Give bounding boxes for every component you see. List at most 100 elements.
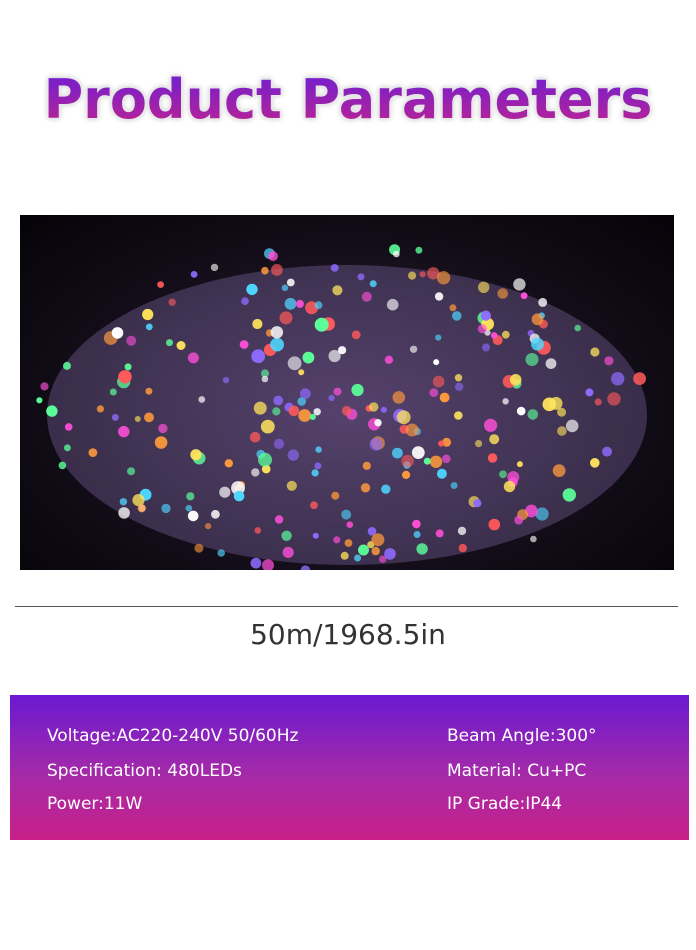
led-bulb: [332, 285, 343, 296]
led-bulb: [435, 529, 444, 538]
led-bulb: [369, 280, 377, 288]
led-bulb: [250, 557, 262, 569]
led-bulb: [367, 527, 377, 536]
led-bulb: [412, 519, 421, 529]
spec-panel: Voltage:AC220-240V 50/60Hz Specification…: [10, 695, 689, 840]
led-bulb: [436, 468, 447, 479]
page-title: Product Parameters: [0, 68, 696, 131]
led-bulb: [497, 288, 509, 299]
led-bulb: [381, 484, 391, 494]
led-bulb: [423, 457, 431, 465]
led-bulb: [118, 507, 130, 519]
led-bulb: [254, 527, 262, 534]
led-bulb: [473, 499, 482, 508]
led-bulb: [253, 401, 267, 415]
spec-ip-grade: IP Grade:IP44: [447, 794, 563, 814]
led-bulb: [542, 397, 557, 412]
led-bulb: [611, 372, 625, 386]
led-bulb: [299, 388, 311, 400]
led-bulb: [262, 559, 274, 570]
led-bulb: [284, 297, 297, 310]
led-bulb: [525, 504, 538, 518]
led-bulb: [490, 332, 498, 339]
led-bulb: [194, 543, 204, 553]
led-bulb: [607, 392, 621, 406]
led-bulb: [531, 313, 544, 326]
led-bulb: [314, 301, 323, 310]
led-bulb: [261, 464, 271, 474]
led-bulb: [565, 419, 579, 433]
led-bulb: [137, 504, 146, 513]
led-bulb: [590, 347, 600, 357]
led-bulb: [371, 533, 385, 547]
led-bulb: [142, 308, 154, 321]
spec-beam-angle: Beam Angle:300°: [447, 726, 597, 746]
led-bulb: [312, 532, 319, 539]
led-bulb: [501, 330, 510, 339]
led-bulb: [513, 278, 526, 291]
led-bulb: [251, 468, 260, 477]
led-bulb: [487, 453, 498, 463]
led-bulb: [258, 452, 272, 467]
led-bulb: [109, 388, 117, 396]
led-bulb: [415, 246, 423, 254]
led-bulb: [419, 271, 426, 278]
divider: [15, 606, 678, 607]
led-bulb: [478, 281, 490, 293]
led-bulb: [272, 407, 281, 416]
led-bulb: [286, 480, 297, 491]
led-bulb: [274, 515, 284, 524]
led-bulb: [369, 437, 383, 451]
led-bulb: [401, 454, 414, 468]
led-bulb: [499, 470, 507, 479]
led-bulb: [452, 311, 462, 321]
spec-material: Material: Cu+PC: [447, 761, 587, 781]
led-bulb: [313, 408, 321, 416]
led-bulb: [40, 382, 49, 391]
led-bulb: [507, 471, 520, 484]
led-bulb: [124, 363, 132, 371]
led-bulb: [362, 461, 371, 470]
led-bulb: [341, 406, 352, 416]
led-bulb: [64, 444, 71, 452]
led-bulb: [144, 412, 154, 423]
led-bulb: [351, 330, 361, 340]
led-bulb: [211, 509, 220, 519]
led-bulb: [176, 341, 186, 350]
led-bulb: [300, 565, 311, 570]
led-bulb: [341, 509, 352, 520]
led-bulb: [379, 555, 387, 563]
led-bulb: [516, 461, 523, 468]
led-bulb: [198, 396, 206, 403]
led-bulb: [502, 398, 509, 405]
led-bulb: [282, 546, 294, 558]
led-bulb: [384, 548, 396, 560]
led-bulb: [538, 297, 548, 307]
led-bulb: [246, 283, 258, 296]
led-bulb: [361, 291, 372, 302]
led-bulb: [64, 423, 73, 431]
led-bulb: [222, 376, 230, 384]
led-bulb: [161, 503, 171, 514]
led-bulb: [374, 419, 382, 427]
led-bulb: [309, 413, 316, 420]
led-bulb: [434, 292, 444, 301]
led-bulb: [261, 266, 269, 275]
led-bulb: [287, 356, 302, 371]
led-bulb: [273, 395, 284, 406]
product-photo: [20, 215, 674, 570]
led-bulb: [96, 405, 104, 413]
led-bulb: [386, 298, 399, 311]
led-bulb: [503, 480, 516, 493]
led-bulb: [298, 369, 305, 376]
led-bulb: [344, 539, 353, 547]
led-bulb: [384, 355, 394, 364]
led-bulb: [261, 375, 269, 383]
led-bulb: [252, 318, 263, 330]
led-bulb: [190, 271, 198, 278]
led-bulb: [119, 498, 128, 506]
led-bulb: [58, 461, 67, 470]
led-string-lights-image: [36, 244, 647, 570]
led-bulb: [118, 425, 130, 438]
led-bulb: [427, 267, 440, 280]
